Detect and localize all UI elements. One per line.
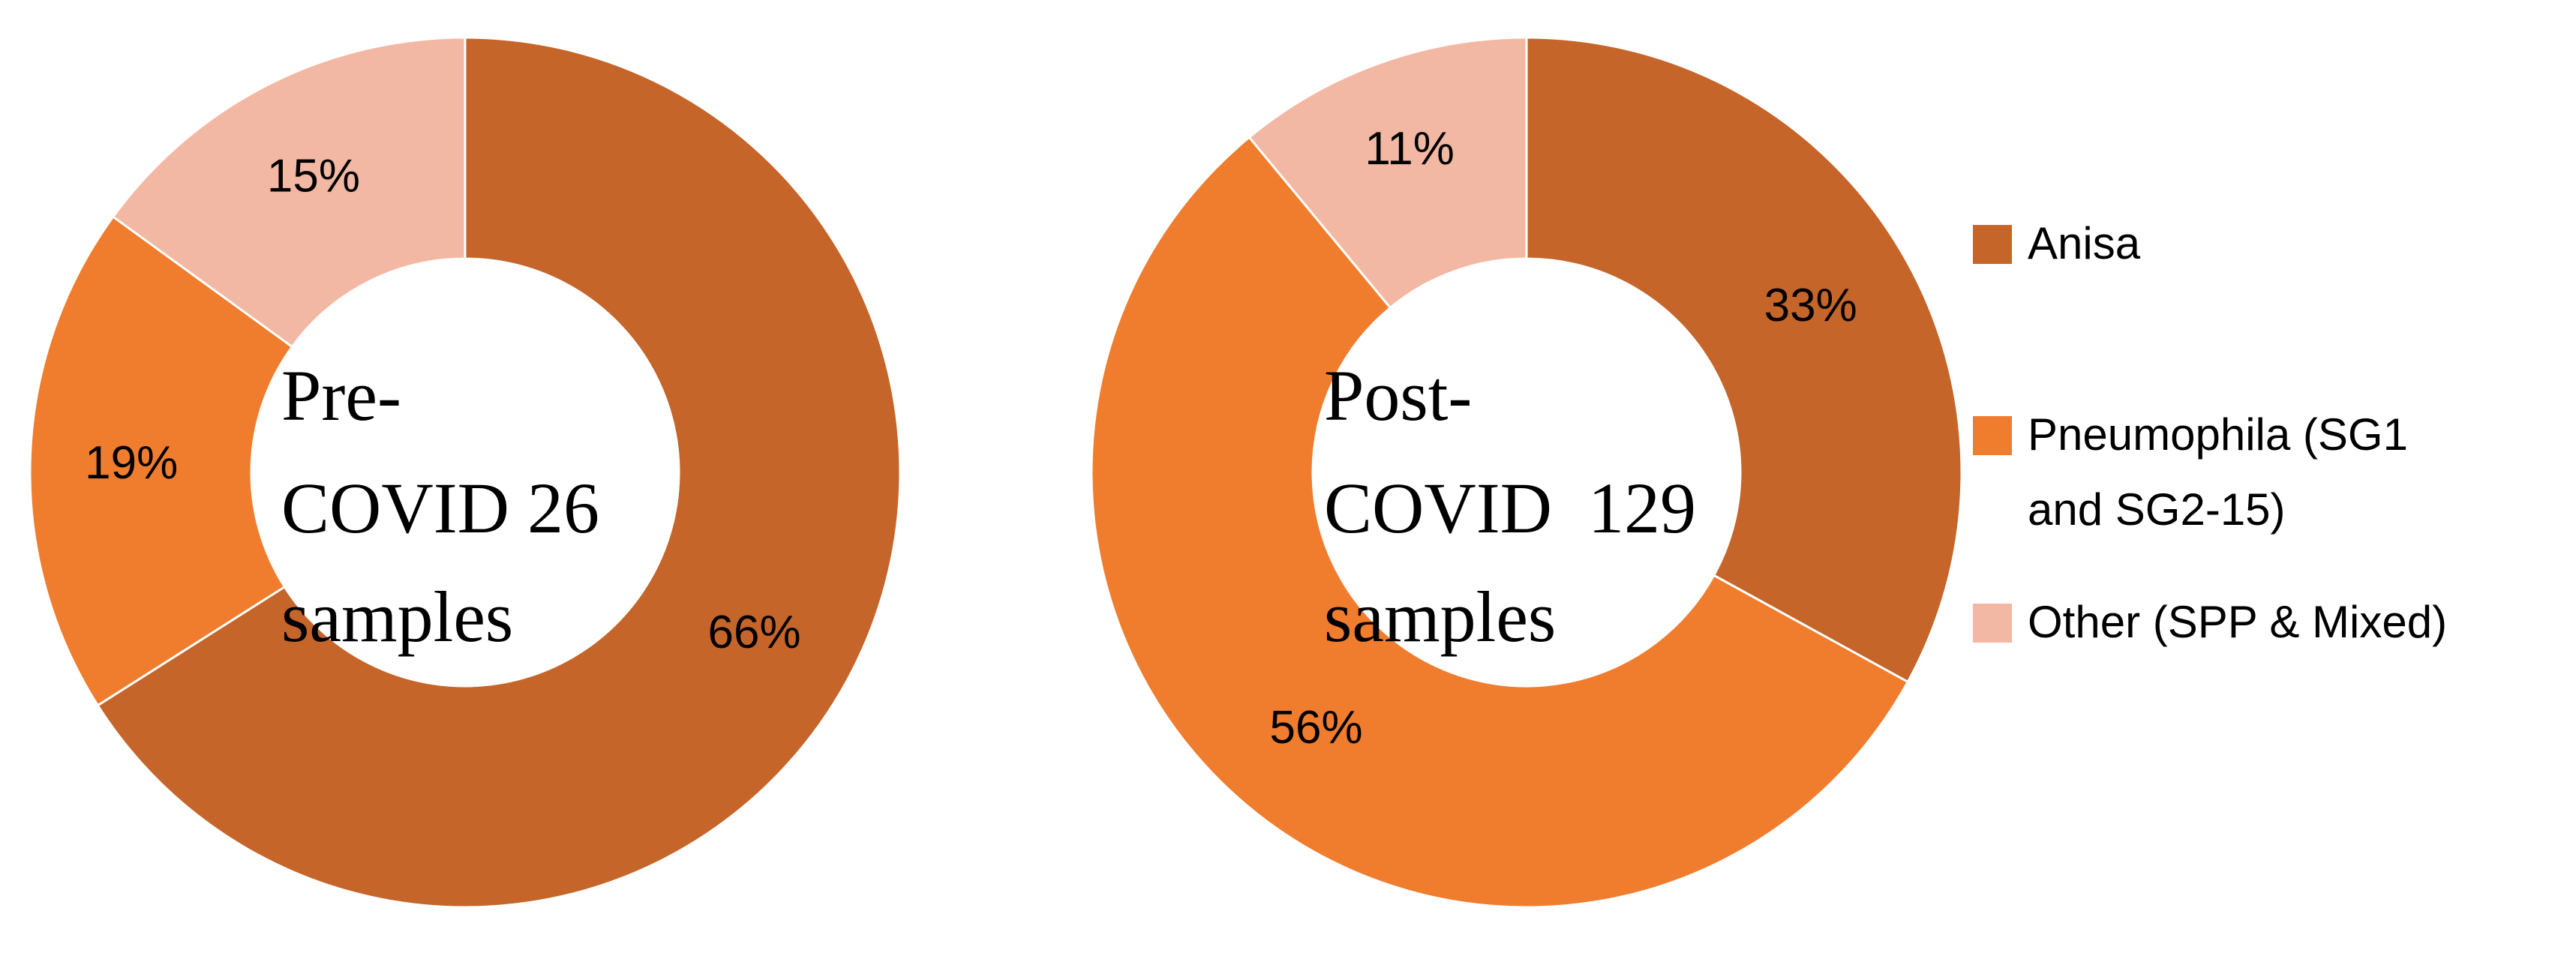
slice-pneumophila	[1090, 135, 1910, 909]
center-label-line: Post-	[1324, 355, 1472, 436]
legend-label: and SG2-15)	[2028, 484, 2286, 535]
slice-label-anisa: 66%	[708, 607, 801, 658]
legend: Anisa Pneumophila (SG1 and SG2-15) Other (S…	[1973, 218, 2447, 647]
legend-label: Other (SPP & Mixed)	[2028, 597, 2447, 647]
slice-label-other: 11%	[1365, 123, 1455, 175]
center-label-line: samples	[1324, 577, 1556, 657]
slice-label-pneumophila: 19%	[85, 437, 178, 489]
slice-other	[111, 36, 467, 349]
slice-anisa	[96, 36, 902, 909]
legend-label: Pneumophila (SG1	[2028, 409, 2408, 460]
center-label-line: COVID 26	[281, 468, 599, 548]
legend-label: Anisa	[2028, 218, 2141, 268]
donut-chart-1: 66% 19% 15% Pre- COVID 26 samples	[29, 36, 902, 909]
slice-label-other: 15%	[267, 151, 360, 202]
slice-anisa	[1525, 36, 1963, 684]
legend-item-anisa: Anisa	[1973, 218, 2141, 268]
legend-item-other: Other (SPP & Mixed)	[1973, 597, 2447, 647]
center-label-line: samples	[281, 577, 513, 657]
slice-pneumophila	[29, 214, 294, 707]
legend-item-pneumophila: Pneumophila (SG1 and SG2-15)	[1973, 409, 2408, 535]
slice-label-anisa: 33%	[1764, 280, 1857, 331]
legend-swatch	[1973, 604, 2012, 643]
slice-label-pneumophila: 56%	[1269, 702, 1362, 754]
slice-other	[1247, 36, 1528, 310]
legend-swatch	[1973, 416, 2012, 455]
legend-swatch	[1973, 225, 2012, 264]
donut-chart-2: 33% 56% 11% Post- COVID 129 samples	[1090, 36, 1963, 909]
center-label-line: COVID 129	[1324, 468, 1696, 548]
center-label-line: Pre-	[281, 355, 401, 436]
